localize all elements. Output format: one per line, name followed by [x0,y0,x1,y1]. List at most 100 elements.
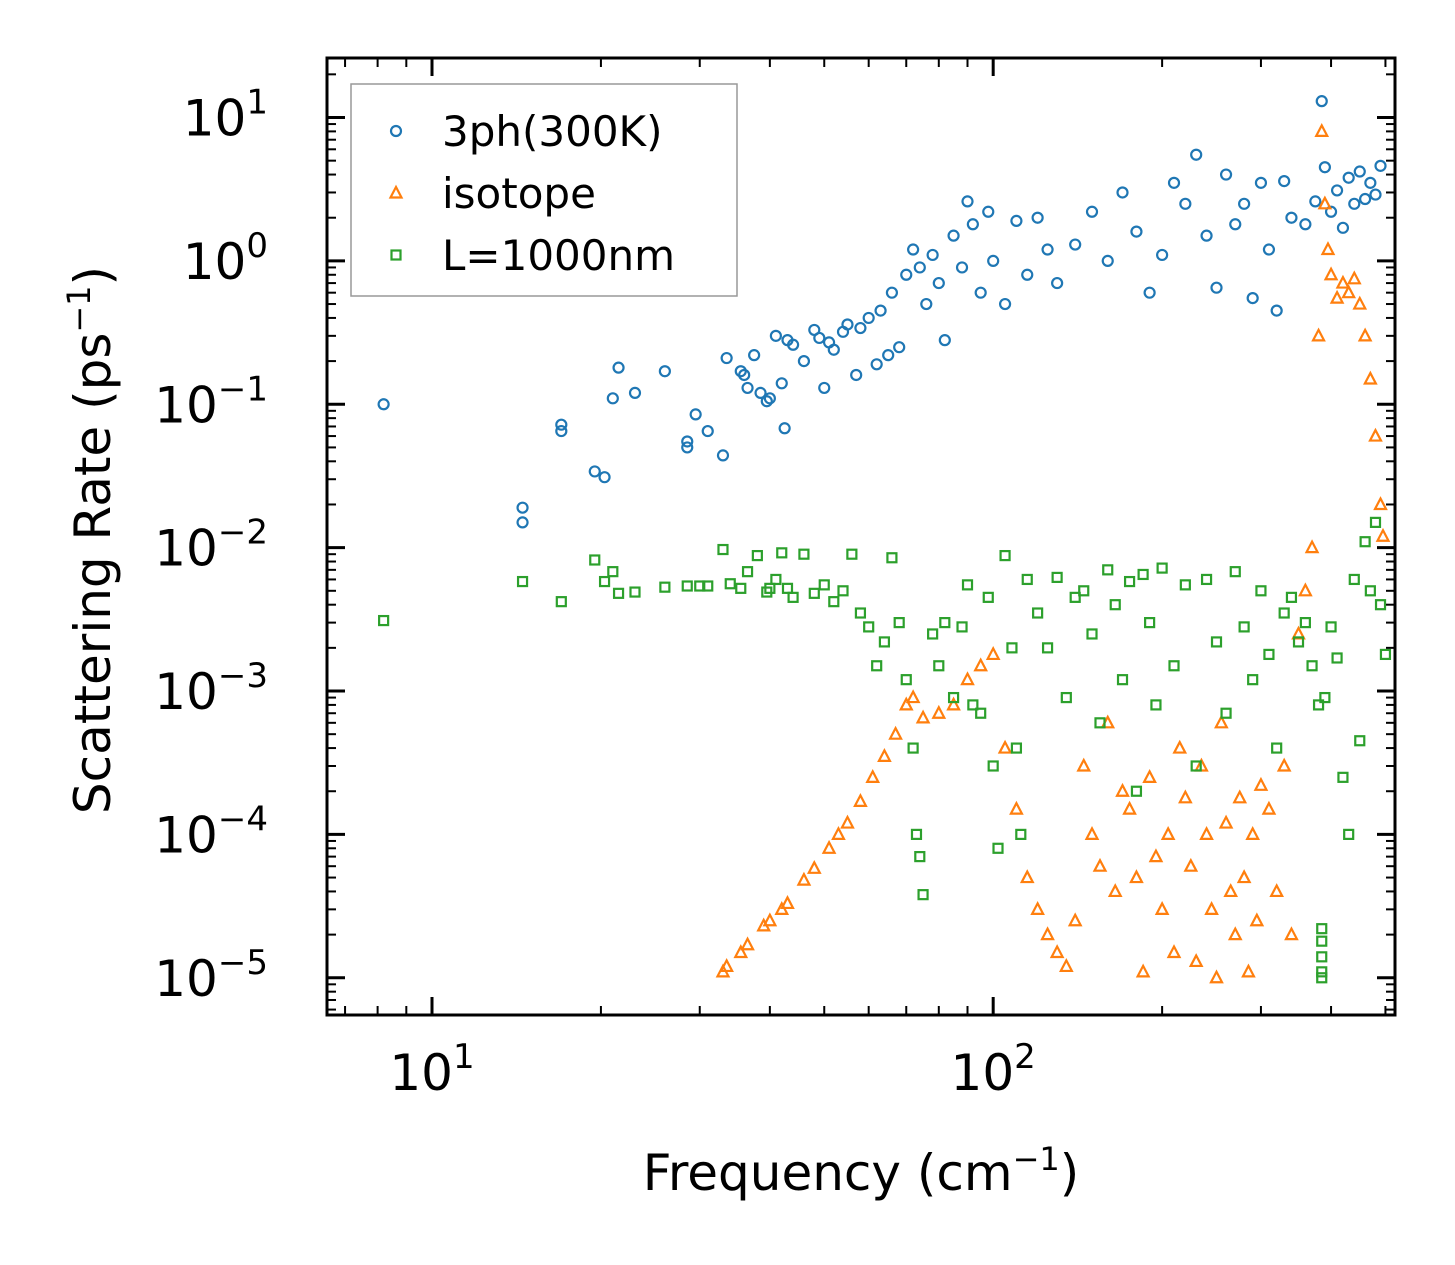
x-axis-title-end: ) [1060,1144,1080,1202]
legend-marker [388,184,404,199]
y-tick-label: 10−3 [154,656,268,721]
data-point [1316,972,1328,984]
data-point [702,580,714,592]
data-point [900,674,912,686]
data-point [589,554,601,566]
data-point [1041,243,1054,256]
data-point [1179,197,1192,210]
data-point [893,617,905,629]
data-point [681,580,693,592]
data-point [1375,527,1391,542]
data-point [1353,165,1366,178]
data-point [938,334,951,347]
data-point [854,321,867,335]
data-point [967,699,979,711]
data-point [1245,826,1260,840]
x-axis-title-base: Frequency (cm [643,1144,1013,1202]
data-point [741,566,754,578]
data-point [961,579,974,591]
data-point [946,696,961,711]
data-point [885,286,899,299]
data-point [821,839,837,854]
x-tick-base: 10 [389,1044,453,1102]
data-point [1049,944,1065,959]
data-point [900,268,913,281]
data-point [1330,184,1344,197]
data-point [878,636,891,648]
data-point [516,575,529,588]
y-tick-base: 10 [154,663,218,721]
data-point [1348,573,1360,586]
data-point [1129,869,1144,884]
y-tick-base: 10 [183,233,247,291]
data-point [1144,617,1156,629]
data-point [1270,304,1283,317]
data-point [1067,912,1083,927]
data-point [997,739,1013,754]
data-point [1324,205,1338,218]
data-point [1085,205,1099,218]
data-point [798,548,810,560]
data-point [862,311,875,325]
data-point [1255,585,1267,597]
data-point [607,566,619,578]
x-tick-label: 101 [389,1037,474,1102]
data-point [1092,857,1108,872]
data-point [754,386,767,400]
data-point [874,304,887,317]
data-point [1309,195,1322,208]
data-point [846,548,858,560]
data-point [516,501,529,514]
data-point [1292,636,1305,648]
data-point [1021,573,1033,586]
y-tick-base: 10 [154,376,218,434]
legend-box [350,83,738,297]
data-point [1006,642,1018,654]
data-point [882,349,895,362]
data-point [1060,691,1072,704]
data-point [1298,582,1313,597]
data-point [850,368,863,382]
data-point [1314,123,1330,137]
data-point [1373,496,1388,511]
data-point [1316,923,1328,935]
data-point [1232,789,1248,804]
data-point [1316,966,1328,978]
data-point [740,936,755,951]
data-point [1130,785,1143,797]
data-point [1051,276,1064,290]
data-point [1137,568,1149,581]
data-point [1116,674,1129,686]
data-point [1364,585,1376,597]
data-point [907,243,920,256]
y-tick-base: 10 [183,89,247,147]
data-point [1325,621,1337,633]
data-point [1142,768,1157,783]
data-point [778,422,791,435]
data-point [1227,926,1243,941]
data-point [555,424,568,438]
data-point [1374,159,1387,172]
data-point [797,354,811,368]
y-tick-exp: 0 [246,226,268,266]
data-point [780,895,795,910]
data-point [913,261,926,274]
data-point [806,859,822,874]
y-tick-label: 100 [183,226,268,291]
data-point [818,381,831,395]
data-point [555,596,567,608]
data-point [1379,648,1392,661]
data-point [947,229,960,242]
data-point [1210,281,1223,294]
data-point [764,582,776,594]
data-point [1316,951,1328,963]
data-point [1150,699,1162,711]
data-point [1135,963,1151,978]
data-point [377,398,390,411]
legend-label: L=1000nm [442,231,675,280]
data-point [717,543,729,556]
data-point [1323,266,1339,281]
data-point [933,660,945,672]
data-point [982,591,994,603]
data-point [1249,912,1265,927]
